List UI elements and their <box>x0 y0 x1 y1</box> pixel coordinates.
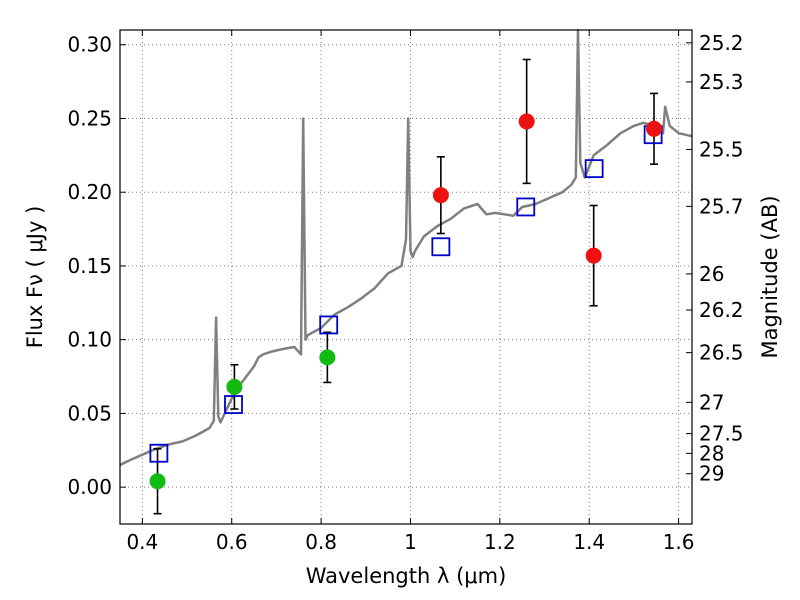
observed-point <box>319 349 336 366</box>
observed-point <box>149 473 166 490</box>
y-tick-label: 0.10 <box>67 328 112 352</box>
model-point <box>224 395 243 414</box>
model-point <box>431 237 451 257</box>
model-point <box>149 443 169 463</box>
x-tick-label: 1.4 <box>573 530 605 554</box>
model-point <box>516 197 536 217</box>
y2-tick-label: 26 <box>699 262 724 286</box>
observed-point <box>432 187 449 204</box>
x-tick-label: 1.6 <box>663 530 695 554</box>
y-tick-label: 0.20 <box>67 180 112 204</box>
observed-point <box>585 247 602 264</box>
y2-tick-label: 25.2 <box>699 31 744 55</box>
y-tick-label: 0.30 <box>67 33 112 57</box>
x-axis-label: Wavelength λ (μm) <box>306 564 507 588</box>
x-tick-label: 0.8 <box>305 530 337 554</box>
x-tick-label: 1 <box>404 530 417 554</box>
observed-point <box>226 378 243 395</box>
plot-frame <box>119 29 693 525</box>
model-point <box>319 315 339 335</box>
ticks-layer: 0.4 0.6 0.8 1 1.2 1.4 1.6 0.00 0.05 0.10 0.15 0.20 0… <box>67 30 744 554</box>
y2-axis-label: Magnitude (AB) <box>758 195 782 358</box>
y-tick-label: 0.05 <box>67 401 112 425</box>
y-axis-label: Flux Fν ( μJy ) <box>23 206 47 349</box>
observed-point <box>518 113 535 130</box>
x-tick-label: 0.4 <box>126 530 158 554</box>
grid-layer <box>120 30 692 524</box>
y2-tick-label: 26.5 <box>699 341 744 365</box>
x-tick-label: 1.2 <box>484 530 516 554</box>
y-tick-label: 0.25 <box>67 106 112 130</box>
y-tick-label: 0.15 <box>67 254 112 278</box>
plot-background <box>120 30 692 524</box>
y2-tick-label: 25.3 <box>699 70 744 94</box>
y2-tick-label: 25.5 <box>699 137 744 161</box>
y2-tick-label: 28 <box>699 441 724 465</box>
y2-tick-label: 25.7 <box>699 194 744 218</box>
y-tick-label: 0.00 <box>67 475 112 499</box>
y2-tick-label: 27 <box>699 390 724 414</box>
model-point <box>584 159 604 179</box>
points-layer <box>149 113 663 490</box>
y2-tick-label: 29 <box>699 462 724 486</box>
observed-point <box>646 120 663 137</box>
model-layer <box>149 125 663 463</box>
y2-tick-label: 27.5 <box>699 422 744 446</box>
y2-tick-label: 26.2 <box>699 298 744 322</box>
x-tick-label: 0.6 <box>216 530 248 554</box>
